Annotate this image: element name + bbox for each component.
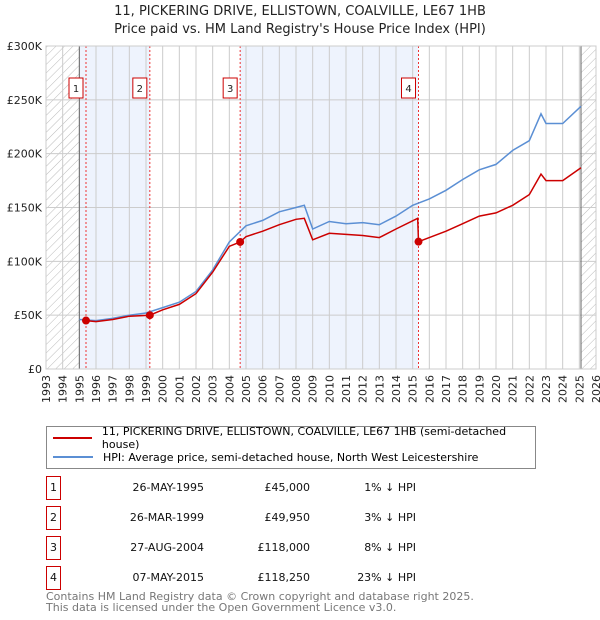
x-tick-label: 2006 [257, 375, 270, 403]
y-tick-label: £150K [7, 202, 43, 215]
sale-row: 3 27-AUG-2004 £118,000 8% ↓ HPI [46, 536, 446, 560]
sale-hpi-diff: 23% ↓ HPI [357, 571, 416, 584]
sale-number-badge: 4 [46, 566, 61, 590]
sale-price: £118,000 [257, 541, 311, 554]
sale-number-badge: 1 [46, 476, 61, 500]
x-tick-label: 2025 [573, 375, 586, 403]
sale-point [145, 311, 154, 320]
legend-swatch-red [53, 437, 92, 439]
legend-swatch-blue [53, 456, 93, 458]
x-tick-label: 2010 [323, 375, 336, 403]
legend: 11, PICKERING DRIVE, ELLISTOWN, COALVILL… [46, 425, 536, 469]
x-tick-label: 2009 [307, 375, 320, 403]
y-tick-label: £300K [7, 40, 43, 53]
x-tick-label: 2007 [273, 375, 286, 403]
x-tick-label: 1995 [73, 375, 86, 403]
x-tick-label: 2020 [490, 375, 503, 403]
sale-marker-box [401, 77, 416, 99]
chart-title: 11, PICKERING DRIVE, ELLISTOWN, COALVILL… [114, 4, 486, 19]
sale-point [82, 316, 90, 325]
plot-border [45, 45, 597, 370]
sale-hpi-diff: 1% ↓ HPI [364, 481, 416, 494]
chart-subtitle: Price paid vs. HM Land Registry's House … [114, 22, 486, 37]
sale-hpi-diff: 3% ↓ HPI [364, 511, 416, 524]
sale-point [414, 237, 423, 246]
y-tick-label: £200K [7, 148, 43, 161]
footer-copyright: Contains HM Land Registry data © Crown c… [46, 590, 474, 603]
sale-marker-label: 3 [227, 84, 233, 95]
sale-date: 26-MAY-1995 [132, 481, 204, 494]
x-tick-label: 2018 [457, 375, 470, 403]
price-chart: 1993 1994 1995 1996 1997 1998 1999 2000 2001 2002… [7, 40, 600, 403]
sale-number-badge: 2 [46, 506, 61, 530]
sale-marker-box [132, 77, 148, 99]
x-tick-label: 1993 [40, 375, 53, 403]
x-tick-label: 2011 [340, 375, 353, 403]
series-line-hpi [79, 105, 582, 322]
x-tick-label: 2021 [507, 375, 520, 403]
footer-licence: This data is licensed under the Open Gov… [46, 601, 397, 614]
sale-price: £49,950 [264, 511, 311, 524]
x-tick-label: 2008 [290, 375, 303, 403]
legend-label: 11, PICKERING DRIVE, ELLISTOWN, COALVILL… [101, 425, 507, 451]
x-tick-label: 2019 [473, 375, 486, 403]
y-tick-label: £50K [14, 309, 43, 322]
x-tick-label: 2014 [390, 375, 403, 403]
y-tick-label: £250K [7, 94, 43, 107]
y-tick-label: £100K [7, 255, 43, 268]
legend-item-property: 11, PICKERING DRIVE, ELLISTOWN, COALVILL… [53, 425, 535, 451]
y-tick-label: £0 [28, 363, 42, 376]
x-tick-label: 1997 [107, 375, 120, 403]
series-line-property [85, 167, 582, 323]
sale-date: 27-AUG-2004 [130, 541, 204, 554]
x-tick-label: 2002 [190, 375, 203, 403]
x-tick-label: 2015 [407, 375, 420, 403]
sale-marker-label: 4 [405, 84, 411, 95]
legend-label: HPI: Average price, semi-detached house,… [103, 450, 479, 464]
sale-date: 07-MAY-2015 [132, 571, 204, 584]
sale-marker-box [222, 77, 238, 99]
x-tick-label: 2003 [207, 375, 220, 403]
x-tick-label: 2017 [440, 375, 453, 403]
sale-hpi-diff: 8% ↓ HPI [364, 541, 416, 554]
x-tick-label: 1999 [140, 375, 153, 403]
x-tick-label: 2016 [423, 375, 436, 403]
sale-row: 2 26-MAR-1999 £49,950 3% ↓ HPI [46, 506, 446, 530]
x-tick-label: 2012 [357, 375, 370, 403]
x-tick-label: 1996 [90, 375, 103, 403]
x-tick-label: 1994 [57, 375, 70, 403]
x-tick-label: 2024 [557, 375, 570, 403]
sale-marker-box [68, 77, 84, 99]
x-tick-label: 2023 [540, 375, 553, 403]
x-tick-label: 2004 [223, 375, 236, 403]
x-tick-label: 2005 [240, 375, 253, 403]
sale-point [236, 237, 245, 246]
x-tick-label: 2013 [373, 375, 386, 403]
sale-row: 4 07-MAY-2015 £118,250 23% ↓ HPI [46, 566, 446, 590]
sale-number-badge: 3 [46, 536, 61, 560]
sale-row: 1 26-MAY-1995 £45,000 1% ↓ HPI [46, 476, 446, 500]
x-tick-label: 2026 [590, 375, 600, 403]
sale-marker-label: 1 [73, 84, 79, 95]
x-tick-label: 1998 [123, 375, 136, 403]
x-tick-label: 2000 [157, 375, 170, 403]
legend-item-hpi: HPI: Average price, semi-detached house,… [53, 448, 478, 466]
sale-price: £118,250 [257, 571, 311, 584]
sale-marker-label: 2 [137, 84, 143, 95]
sale-price: £45,000 [264, 481, 311, 494]
sale-date: 26-MAR-1999 [129, 511, 204, 524]
x-tick-label: 2022 [523, 375, 536, 403]
x-tick-label: 2001 [173, 375, 186, 403]
